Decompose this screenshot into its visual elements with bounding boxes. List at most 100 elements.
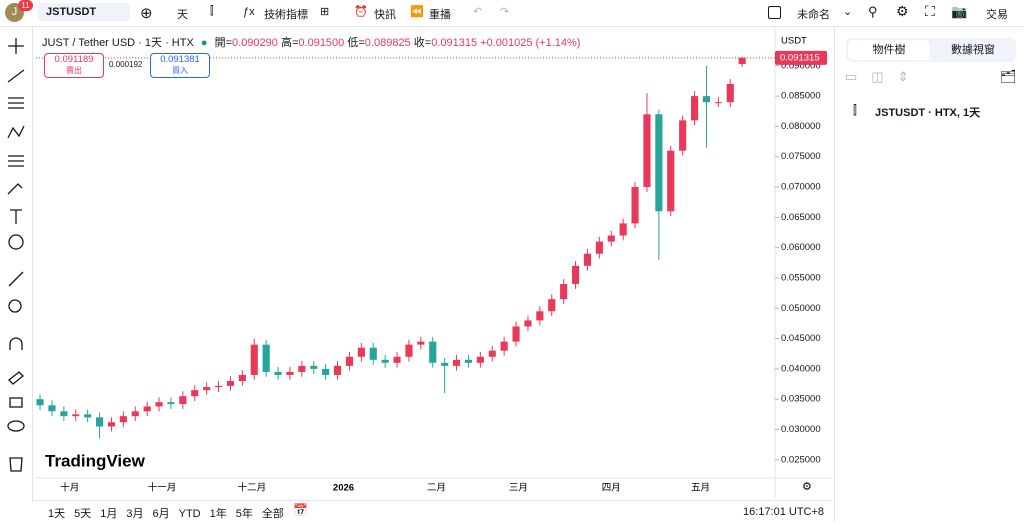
candle-body [60,411,68,417]
trade[interactable]: 交易 [986,9,1008,21]
emoji-tool[interactable] [8,234,24,250]
layout-box[interactable] [768,6,781,19]
y-tick-label: 0.080000 [781,121,821,132]
interval[interactable]: 天 [177,9,188,21]
candle-body [571,265,580,285]
candle-body [405,344,413,357]
panel-actions[interactable]: ▭◫⇕ [845,69,923,84]
lock-tool[interactable] [9,397,23,408]
spread: 0.000192 [109,60,143,69]
range-button[interactable]: 1年 [209,508,227,520]
snapshot[interactable]: 📷 [951,4,968,19]
y-tick-label: 0.045000 [781,333,821,344]
item-icon: ⫿ [853,103,857,117]
range-button[interactable]: 3月 [126,508,144,520]
sell-price: 0.091189 [54,54,94,65]
buy-label: 買入 [172,66,188,75]
y-tick-label: 0.025000 [781,454,821,465]
layout-menu[interactable]: ⌄ [843,6,853,18]
candle-body [322,368,330,375]
alerts-icon[interactable]: ⏰ [354,6,368,18]
symbol-search[interactable]: JSTUSDT [38,3,130,21]
y-tick-label: 0.040000 [781,363,821,374]
candle-body [357,347,365,357]
bottom-bar [32,500,832,523]
text-tool[interactable] [10,209,22,224]
candle-body [95,417,104,427]
buy-price: 0.091381 [160,54,200,65]
candle-body [72,414,80,417]
candle-body [631,187,639,224]
side-panel [834,27,1024,522]
candle-body [464,359,473,363]
candle-body [155,402,163,407]
pattern-tool[interactable] [7,125,25,139]
time-axis-settings[interactable]: ⚙ [802,481,812,493]
indicators[interactable]: 技術指標 [264,9,308,21]
legend-title: JUST / Tether USD · 1天 · HTX [42,37,194,49]
range-button[interactable]: 5天 [74,508,92,520]
buy-button[interactable]: 0.091381 買入 [150,53,210,78]
legend-key: 高= [280,37,299,49]
trash-tool[interactable] [9,457,23,472]
lock-draw-tool[interactable] [8,371,24,385]
top-bar [0,0,1024,27]
fib-tool[interactable] [8,97,24,109]
range-button[interactable]: 6月 [152,508,170,520]
candle-body [512,326,520,342]
chart-type-icon[interactable]: ⫿ [210,5,214,17]
watermark: TradingView [45,451,146,470]
undo[interactable]: ↶ [473,6,483,18]
object-item[interactable]: JSTUSDT · HTX, 1天 [875,107,981,119]
layout-name[interactable]: 未命名 [797,9,830,21]
candle-body [476,356,484,363]
candle-body [702,96,711,103]
x-tick-label: 十月 [60,482,79,494]
brush-tool[interactable] [7,183,23,195]
candle-body [333,365,342,375]
ruler-tool[interactable] [8,271,24,287]
y-tick-label: 0.035000 [781,394,821,405]
replay[interactable]: 重播 [429,9,451,21]
prediction-tool[interactable] [8,155,24,167]
replay-icon[interactable]: ⏪ [410,6,424,18]
crosshair-tool[interactable] [8,38,24,54]
candle-body [369,347,377,360]
x-tick-label: 三月 [509,483,528,494]
tab-data[interactable]: 數據視窗 [951,44,995,56]
tab-objects[interactable]: 物件樹 [848,40,930,60]
candle-body [310,365,318,369]
panel-settings[interactable]: 🗂 [1000,69,1017,84]
magnet-tool[interactable] [9,337,23,350]
clock: 16:17:01 UTC+8 [743,506,825,518]
candle-body [191,390,199,397]
range-button[interactable]: 5年 [235,508,253,520]
candle-body [667,150,675,212]
sell-button[interactable]: 0.091189 賣出 [44,53,104,78]
trendline-tool[interactable] [7,69,25,83]
quick-search[interactable]: ⚲ [868,4,878,19]
add-symbol[interactable]: ⊕ [140,5,153,22]
candle-body [298,365,306,372]
candle-body [655,114,663,212]
candle-body [203,387,211,391]
range-button[interactable]: YTD [178,508,201,520]
alerts[interactable]: 快訊 [374,9,396,21]
range-button[interactable]: 全部 [261,508,284,520]
price-unit: USDT [781,36,807,47]
indicators-icon[interactable]: ƒx [243,6,255,18]
x-tick-label: 四月 [602,483,621,494]
layouts-icon[interactable]: ⊞ [320,6,330,18]
zoom-tool[interactable] [8,299,22,313]
range-button[interactable]: 1月 [100,508,118,520]
redo[interactable]: ↷ [500,6,510,18]
x-tick-label: 二月 [427,483,446,494]
range-button[interactable]: 1天 [48,508,66,520]
fullscreen[interactable]: ⛶ [925,3,935,19]
date-range-icon[interactable]: 📅 [293,503,308,517]
settings[interactable]: ⚙ [896,3,909,19]
hide-tool[interactable] [7,420,25,432]
candle-body [238,374,246,382]
candle-body [738,57,746,65]
candle-body [595,241,603,254]
